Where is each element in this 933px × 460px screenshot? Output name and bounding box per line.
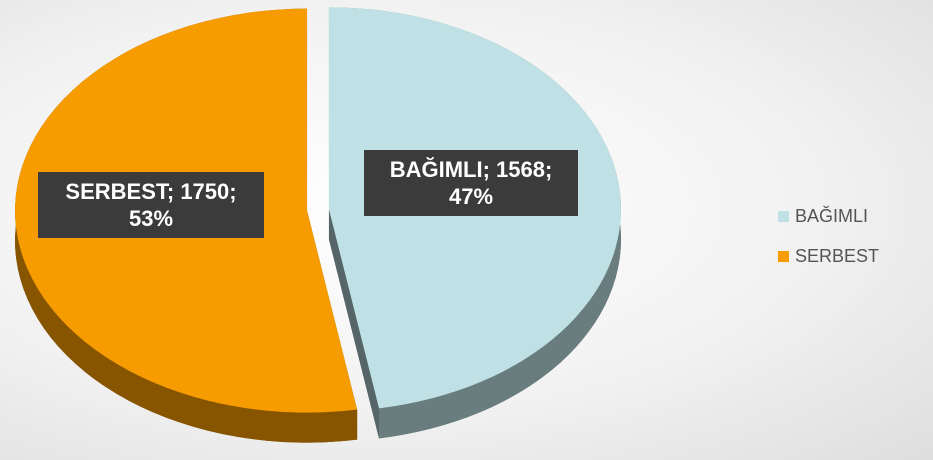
legend-swatch [778,210,789,222]
slice-side [328,209,380,439]
legend-item: SERBEST [778,236,879,276]
data-label: SERBEST; 1750; 53% [38,172,264,238]
legend-swatch [778,250,789,262]
legend: BAĞIMLI SERBEST [778,196,879,276]
legend-label: BAĞIMLI [795,205,869,226]
legend-label: SERBEST [795,245,880,266]
slice [328,7,621,439]
legend-item: BAĞIMLI [778,196,879,236]
data-label: BAĞIMLI; 1568; 47% [364,150,578,216]
